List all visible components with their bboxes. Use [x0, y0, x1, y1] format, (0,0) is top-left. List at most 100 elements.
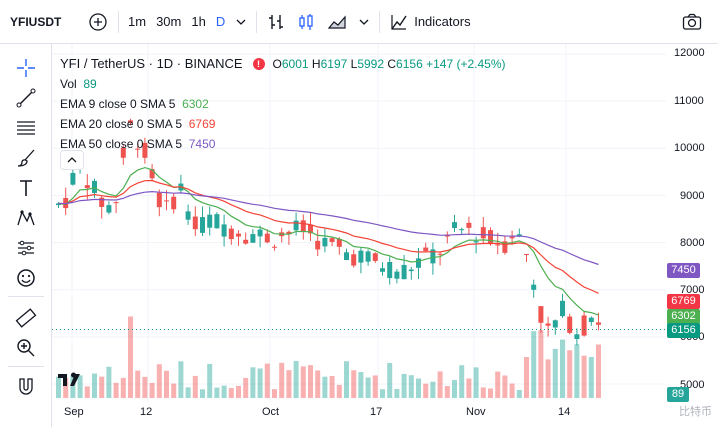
- brush-tool[interactable]: [12, 144, 40, 172]
- pattern-tool[interactable]: [12, 204, 40, 232]
- screenshot-button[interactable]: [676, 0, 718, 44]
- time-axis[interactable]: Sep 12 Oct 17 Nov 14: [52, 402, 718, 427]
- volume-bar: [473, 367, 479, 398]
- change-value: +147 (+2.45%): [426, 57, 506, 71]
- prediction-tool[interactable]: [12, 234, 40, 262]
- candle-body: [351, 254, 357, 266]
- price-tick: 8000: [680, 237, 705, 249]
- volume-bar: [214, 387, 220, 398]
- volume-bar: [192, 375, 198, 398]
- ema9-price-label: 6302: [667, 309, 700, 324]
- interval-d[interactable]: D: [215, 14, 226, 29]
- candle-body: [70, 172, 76, 185]
- candle-body: [387, 262, 393, 279]
- volume-bar: [574, 344, 580, 398]
- candle-body: [394, 271, 400, 279]
- volume-bar: [293, 360, 299, 398]
- volume-bar: [77, 375, 83, 398]
- indicators-label: Indicators: [414, 14, 471, 29]
- volume-bar: [99, 376, 105, 398]
- candle-body: [92, 180, 97, 193]
- candle-body: [56, 203, 61, 206]
- legend-collapse-button[interactable]: [60, 150, 84, 170]
- ema9-label: EMA 9 close 0 SMA 5: [60, 97, 176, 111]
- time-tick: Sep: [64, 406, 84, 418]
- crosshair-tool[interactable]: [12, 54, 40, 82]
- candle-body: [509, 236, 515, 239]
- candle-body: [502, 241, 508, 253]
- candle-body: [524, 254, 529, 256]
- candle-body: [552, 320, 558, 328]
- text-tool[interactable]: [12, 174, 40, 202]
- magnet-tool[interactable]: [12, 372, 40, 400]
- bar-style-area-button[interactable]: [321, 0, 353, 44]
- volume-bar: [538, 330, 544, 398]
- volume-bar: [408, 375, 414, 398]
- ema9-value: 6302: [182, 97, 209, 111]
- candle-body: [567, 316, 573, 333]
- zoom-in-icon: [17, 339, 35, 357]
- volume-bar: [488, 388, 493, 398]
- interval-30m[interactable]: 30m: [156, 14, 182, 29]
- candle-body: [488, 230, 493, 243]
- volume-bar: [351, 370, 357, 398]
- volume-bar: [70, 375, 76, 398]
- icon-tool[interactable]: [12, 264, 40, 292]
- ema50-line: [58, 190, 599, 266]
- alert-icon: !: [252, 58, 265, 70]
- volume-bar: [243, 377, 249, 398]
- ema20-label: EMA 20 close 0 SMA 5: [60, 117, 183, 131]
- volume-bar: [207, 363, 213, 398]
- zoom-in-tool[interactable]: [12, 334, 40, 362]
- volume-bar: [495, 371, 501, 398]
- volume-bar: [322, 376, 328, 398]
- volume-bar: [560, 339, 565, 398]
- interval-1h[interactable]: 1h: [191, 14, 206, 29]
- volume-bar: [480, 387, 486, 398]
- candle-body: [473, 241, 479, 243]
- add-symbol-button[interactable]: [82, 0, 114, 44]
- volume-bar: [128, 316, 133, 398]
- symbol-search-button[interactable]: YFIUSDT: [0, 0, 82, 44]
- indicators-button[interactable]: Indicators: [384, 0, 476, 44]
- trendline-tool[interactable]: [12, 84, 40, 112]
- volume-bar: [106, 366, 112, 398]
- candle-body: [214, 214, 220, 229]
- smiley-icon: [17, 269, 35, 287]
- volume-bar: [387, 362, 393, 398]
- tradingview-logo[interactable]: [58, 372, 84, 394]
- candle-body: [423, 247, 429, 251]
- volume-price-label: 89: [667, 387, 689, 402]
- candle-body: [581, 315, 587, 336]
- volume-bar: [300, 366, 306, 398]
- volume-bar: [509, 383, 515, 398]
- volume-bar: [92, 373, 97, 398]
- open-label: O: [272, 57, 282, 71]
- watermark: 比特币: [679, 406, 712, 418]
- candle-body: [437, 253, 443, 255]
- volume-bar: [185, 387, 191, 398]
- time-tick: 17: [370, 406, 383, 418]
- bar-style-candles-button[interactable]: [291, 0, 321, 44]
- volume-bar: [264, 363, 270, 398]
- volume-bar: [394, 389, 400, 398]
- interval-1m[interactable]: 1m: [128, 14, 147, 29]
- volume-bar: [516, 389, 522, 398]
- chart-type-dropdown-button[interactable]: [353, 0, 375, 44]
- ema50-label: EMA 50 close 0 SMA 5: [60, 137, 183, 151]
- candle-body: [322, 237, 328, 247]
- interval-dropdown-button[interactable]: [230, 0, 252, 44]
- drawing-toolbar: [0, 44, 52, 427]
- volume-bar: [372, 375, 378, 398]
- candle-body: [272, 246, 277, 248]
- volume-bar: [466, 378, 472, 398]
- bar-style-bars-button[interactable]: [261, 0, 291, 44]
- divider: [256, 10, 258, 33]
- volume-bar: [257, 368, 263, 398]
- candle-body: [596, 322, 601, 325]
- price-axis[interactable]: 12000 11000 10000 9000 8000 7000 6000 50…: [666, 44, 718, 402]
- fib-tool[interactable]: [12, 114, 40, 142]
- ruler-tool[interactable]: [12, 304, 40, 332]
- volume-bar: [444, 386, 450, 398]
- volume-bar: [401, 373, 407, 398]
